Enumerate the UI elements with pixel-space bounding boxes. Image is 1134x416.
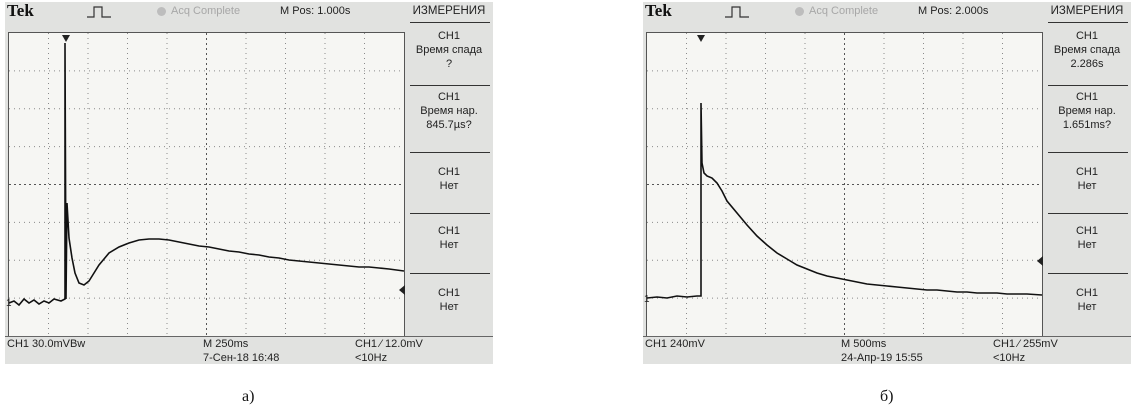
- graticule-grid: [647, 33, 1042, 336]
- measurement-1[interactable]: CH1 Время спада ?: [405, 29, 493, 71]
- waveform-trace: [647, 102, 1042, 299]
- acq-status-dot-icon: [795, 7, 804, 16]
- date-time: 7-Сен-18 16:48: [203, 352, 280, 364]
- date-time: 24-Апр-19 15:55: [841, 352, 923, 364]
- divider: [410, 273, 490, 274]
- divider: [410, 85, 490, 86]
- brand-logo: Tek: [7, 1, 34, 20]
- measurement-value: 1.651ms?: [1062, 119, 1112, 131]
- measurement-channel: CH1: [437, 91, 460, 103]
- measurement-channel: CH1: [437, 30, 460, 42]
- measurement-channel: CH1: [437, 287, 460, 299]
- waveform-graticule: [8, 32, 405, 337]
- measurement-label: Нет: [439, 239, 459, 251]
- measurement-channel: CH1: [1075, 225, 1098, 237]
- ground-marker: 1: [6, 298, 12, 309]
- measurement-label: Нет: [1077, 301, 1097, 313]
- measurement-channel: CH1: [1075, 287, 1098, 299]
- measurement-value: ?: [445, 58, 453, 70]
- measurement-4[interactable]: CH1 Нет: [1043, 224, 1131, 252]
- divider: [1048, 22, 1128, 23]
- ground-marker: 1: [644, 294, 650, 305]
- trigger-pulse-icon: [725, 6, 749, 18]
- measurements-panel: ИЗМЕРЕНИЯ CH1 Время спада 2.286s CH1 Вре…: [1043, 2, 1131, 336]
- measurement-channel: CH1: [437, 225, 460, 237]
- divider: [1048, 85, 1128, 86]
- waveform-svg: [647, 33, 1042, 336]
- m-pos-readout: M Pos: 2.000s: [918, 5, 989, 17]
- measurements-panel: ИЗМЕРЕНИЯ CH1 Время спада ? CH1 Время на…: [405, 2, 493, 336]
- divider: [643, 336, 1131, 337]
- measurement-channel: CH1: [1075, 30, 1098, 42]
- channel-scale: CH1 240mV: [645, 338, 705, 350]
- trigger-level-marker-icon: [1037, 256, 1043, 266]
- divider: [5, 336, 493, 337]
- divider: [410, 22, 490, 23]
- measurement-5[interactable]: CH1 Нет: [405, 286, 493, 314]
- divider: [410, 213, 490, 214]
- divider: [1048, 152, 1128, 153]
- panel-title: ИЗМЕРЕНИЯ: [1050, 5, 1124, 17]
- measurement-label: Нет: [1077, 180, 1097, 192]
- trigger-pulse-icon: [87, 6, 111, 18]
- measurement-5[interactable]: CH1 Нет: [1043, 286, 1131, 314]
- measurement-channel: CH1: [437, 166, 460, 178]
- measurement-3[interactable]: CH1 Нет: [1043, 165, 1131, 193]
- measurement-3[interactable]: CH1 Нет: [405, 165, 493, 193]
- channel-scale: CH1 30.0mVBw: [7, 338, 86, 350]
- panel-title: ИЗМЕРЕНИЯ: [412, 5, 486, 17]
- divider: [1048, 273, 1128, 274]
- trigger-position-marker-icon: [62, 35, 70, 42]
- caption-b: б): [880, 388, 894, 405]
- status-bar: Tek Acq Complete M Pos: 2.000s: [643, 1, 1043, 20]
- measurement-label: Нет: [439, 180, 459, 192]
- acq-status: Acq Complete: [809, 5, 879, 17]
- m-pos-readout: M Pos: 1.000s: [280, 5, 351, 17]
- trigger-position-marker-icon: [697, 35, 705, 42]
- measurement-value: 2.286s: [1070, 58, 1104, 70]
- caption-a: а): [242, 388, 255, 405]
- measurement-label: Время нар.: [1058, 105, 1116, 117]
- acq-status-dot-icon: [157, 7, 166, 16]
- frequency-readout: <10Hz: [993, 352, 1026, 364]
- trigger-level-marker-icon: [399, 285, 405, 295]
- measurement-2[interactable]: CH1 Время нар. 845.7µs?: [405, 90, 493, 132]
- measurement-channel: CH1: [1075, 91, 1098, 103]
- divider: [1048, 213, 1128, 214]
- measurement-channel: CH1: [1075, 166, 1098, 178]
- trigger-readout: CH1 ⁄ 12.0mV: [355, 338, 423, 350]
- bottom-status-bar: CH1 240mV M 500ms 24-Апр-19 15:55 CH1 ⁄ …: [643, 336, 1131, 364]
- measurement-value: 845.7µs?: [426, 119, 472, 131]
- frequency-readout: <10Hz: [355, 352, 388, 364]
- measurement-2[interactable]: CH1 Время нар. 1.651ms?: [1043, 90, 1131, 132]
- time-scale: M 500ms: [841, 338, 887, 350]
- acq-status: Acq Complete: [171, 5, 241, 17]
- oscilloscope-screen-a: Tek Acq Complete M Pos: 1.000s ИЗМЕРЕНИЯ…: [5, 1, 493, 364]
- measurement-label: Время спада: [1053, 44, 1121, 56]
- measurement-4[interactable]: CH1 Нет: [405, 224, 493, 252]
- measurement-label: Время нар.: [420, 105, 478, 117]
- status-bar: Tek Acq Complete M Pos: 1.000s: [5, 1, 405, 20]
- measurement-1[interactable]: CH1 Время спада 2.286s: [1043, 29, 1131, 71]
- waveform-graticule: [646, 32, 1043, 337]
- measurement-label: Время спада: [415, 44, 483, 56]
- divider: [410, 152, 490, 153]
- brand-logo: Tek: [645, 1, 672, 20]
- measurement-label: Нет: [1077, 239, 1097, 251]
- waveform-svg: [9, 33, 404, 336]
- graticule-grid: [9, 33, 404, 336]
- time-scale: M 250ms: [203, 338, 249, 350]
- measurement-label: Нет: [439, 301, 459, 313]
- oscilloscope-screen-b: Tek Acq Complete M Pos: 2.000s ИЗМЕРЕНИЯ…: [643, 1, 1131, 364]
- waveform-trace: [9, 42, 404, 307]
- bottom-status-bar: CH1 30.0mVBw M 250ms 7-Сен-18 16:48 CH1 …: [5, 336, 493, 364]
- trigger-readout: CH1 ⁄ 255mV: [993, 338, 1058, 350]
